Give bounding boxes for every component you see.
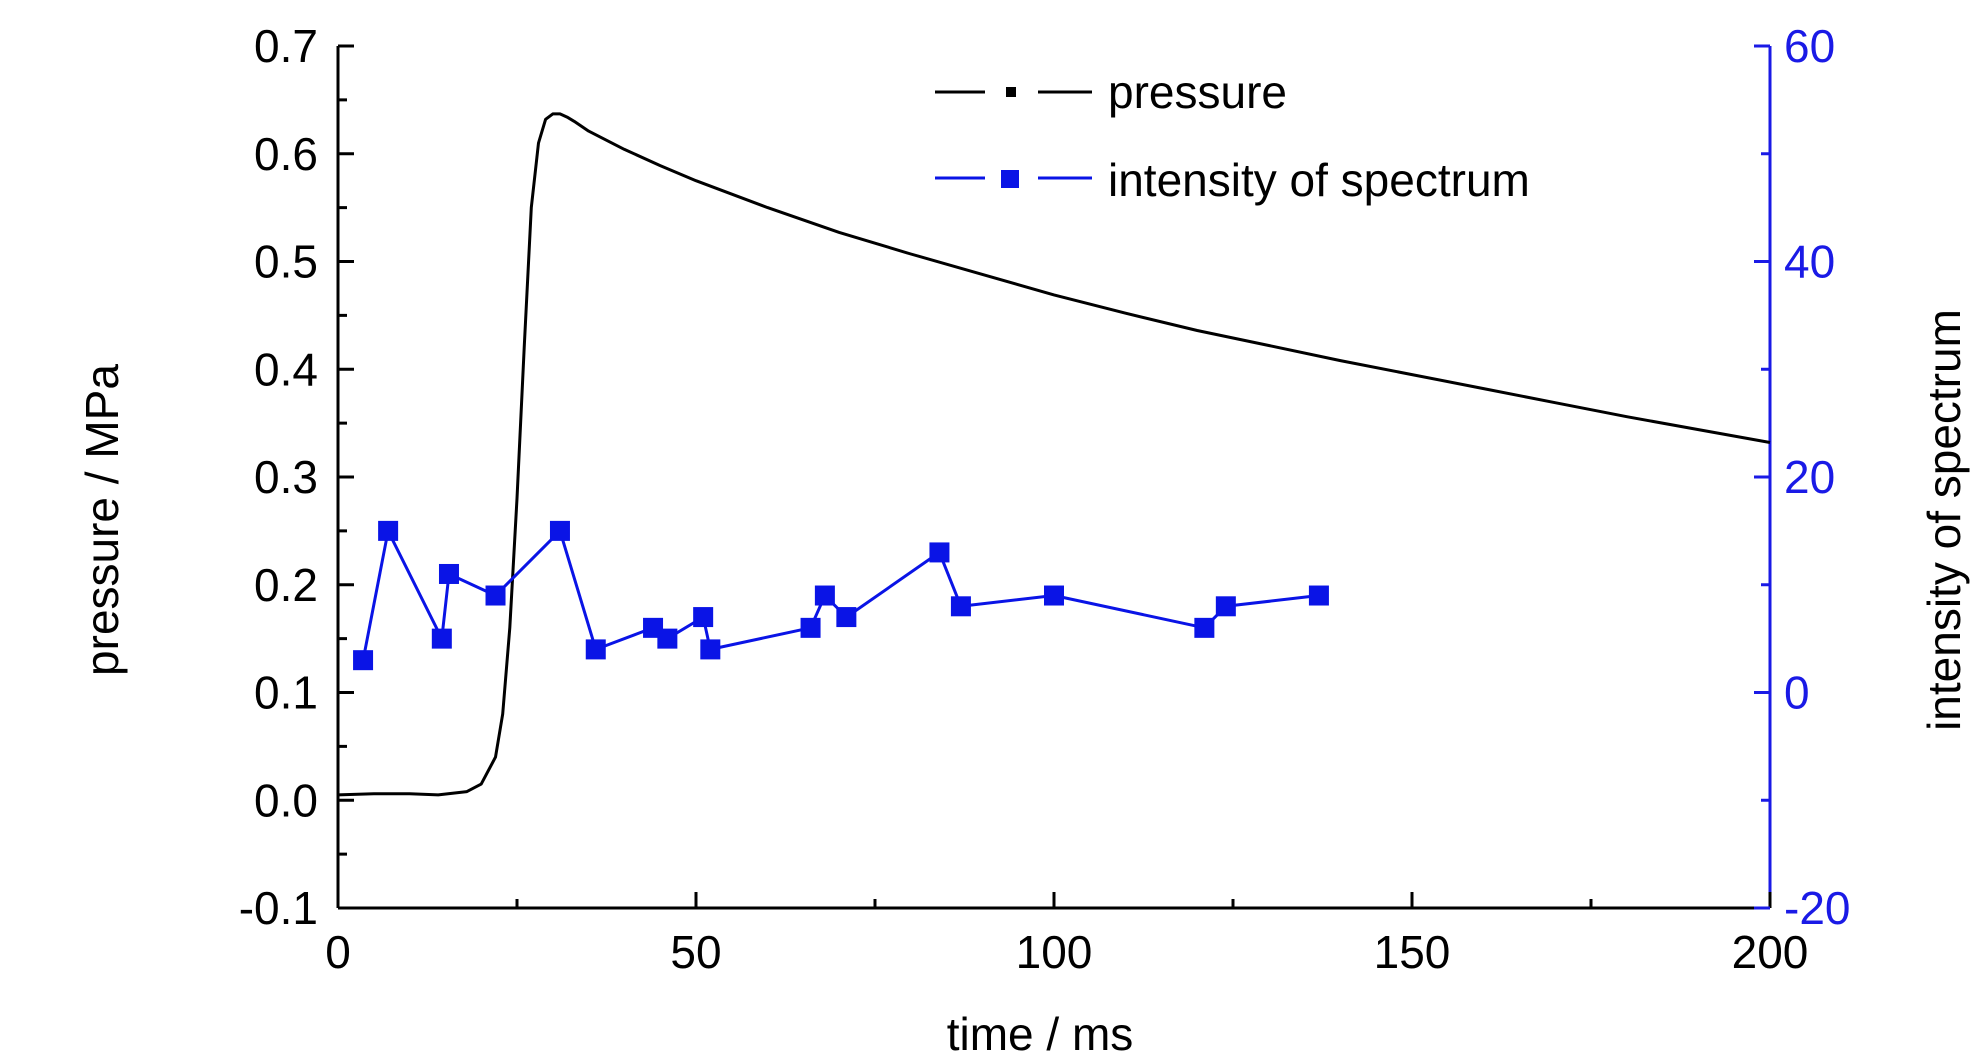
y-left-tick-label: 0.4: [254, 343, 318, 395]
y-left-tick-label: 0.7: [254, 20, 318, 72]
legend-item-intensity: intensity of spectrum: [935, 154, 1530, 206]
data-point-intensity: [1215, 596, 1236, 617]
data-point-intensity: [693, 607, 714, 628]
x-tick-label: 0: [325, 926, 351, 978]
legend-pressure-label: pressure: [1108, 66, 1287, 118]
ticks: 0 50 100 150 200-0.10.00.10.20.30.40.50.60.7…: [239, 20, 1851, 978]
data-point-intensity: [814, 585, 835, 606]
y-left-tick-label: 0.5: [254, 236, 318, 288]
data-point-intensity: [1044, 585, 1064, 606]
series-layer: [337, 112, 1771, 797]
data-point-intensity: [378, 520, 399, 541]
data-point-intensity: [657, 628, 678, 649]
y-left-tick-label: 0.2: [254, 559, 318, 611]
x-tick-label: 50: [670, 926, 721, 978]
y-right-tick-label: 0: [1784, 667, 1810, 719]
y-right-tick-label: 40: [1784, 236, 1835, 288]
data-point-intensity: [700, 639, 721, 660]
y-left-tick-label: 0.0: [254, 774, 318, 826]
data-point-intensity: [1308, 585, 1329, 606]
legend-item-pressure: pressure: [935, 66, 1287, 118]
x-axis-title: time / ms: [947, 1008, 1134, 1060]
data-point-intensity: [438, 563, 459, 584]
y-axis-left-title: pressure / MPa: [76, 364, 128, 676]
y-left-tick-label: 0.6: [254, 128, 318, 180]
data-point-intensity: [585, 639, 606, 660]
data-point-intensity: [1194, 617, 1215, 638]
x-tick-label: 150: [1374, 926, 1451, 978]
data-point-intensity: [929, 542, 950, 563]
y-right-tick-label: -20: [1784, 882, 1850, 934]
y-left-tick-label: 0.3: [254, 451, 318, 503]
y-axis-right-title: intensity of spectrum: [1918, 309, 1970, 731]
data-point-intensity: [431, 628, 452, 649]
legend: pressure intensity of spectrum: [935, 66, 1530, 206]
series-line-pressure: [337, 112, 1771, 797]
y-right-tick-label: 20: [1784, 451, 1835, 503]
axes: [336, 46, 1772, 910]
data-point-intensity: [485, 585, 506, 606]
data-point-intensity: [549, 520, 570, 541]
data-point-intensity: [353, 650, 374, 671]
legend-pressure-marker: [1006, 87, 1016, 97]
x-tick-label: 100: [1016, 926, 1093, 978]
y-right-tick-label: 60: [1784, 20, 1835, 72]
y-left-tick-label: 0.1: [254, 667, 318, 719]
data-point-intensity: [800, 617, 821, 638]
x-tick-label: 200: [1732, 926, 1809, 978]
series-line-intensity: [361, 529, 1320, 661]
legend-intensity-label: intensity of spectrum: [1108, 154, 1530, 206]
data-point-intensity: [836, 607, 857, 628]
legend-intensity-marker: [1001, 170, 1019, 188]
y-left-tick-label: -0.1: [239, 882, 318, 934]
data-point-intensity: [950, 596, 971, 617]
